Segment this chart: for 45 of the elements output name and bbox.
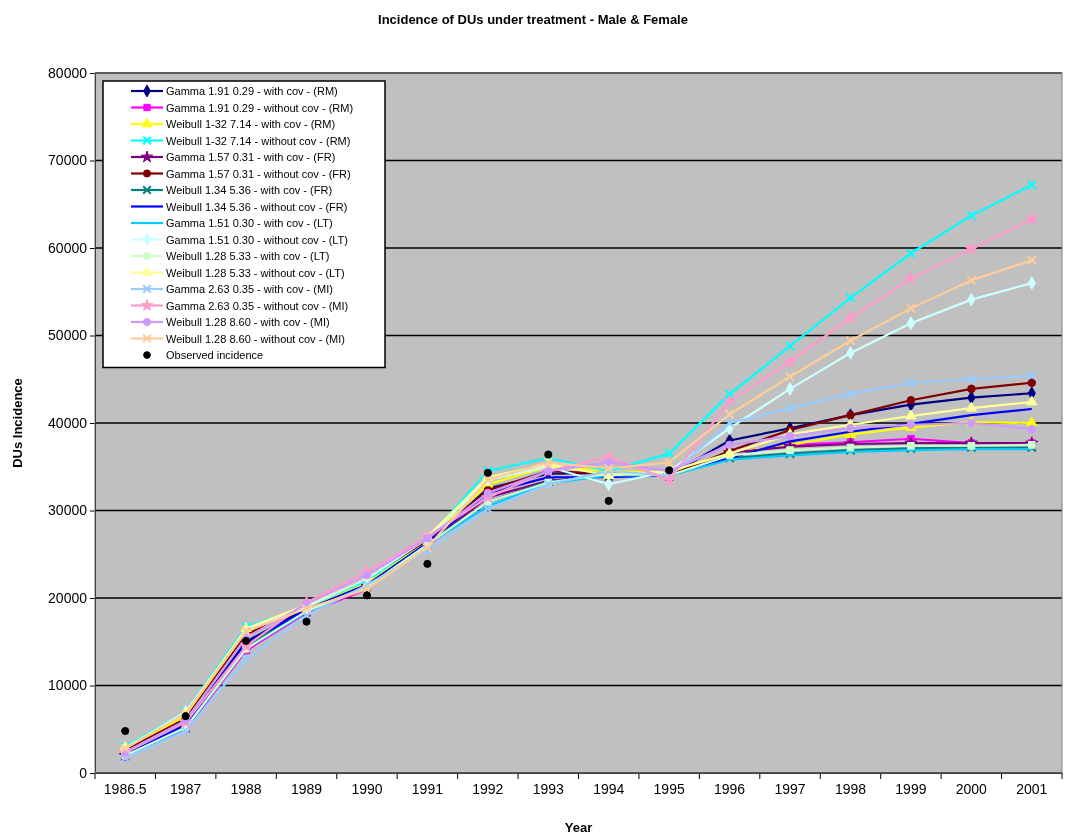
legend-label: Gamma 1.57 0.31 - with cov - (FR): [166, 151, 336, 163]
legend-label: Gamma 1.91 0.29 - with cov - (RM): [166, 85, 338, 97]
legend-label: Gamma 2.63 0.35 - with cov - (MI): [166, 283, 333, 295]
x-tick-label: 1987: [170, 781, 202, 798]
x-tick-label: 1991: [411, 781, 444, 798]
y-tick-label: 0: [79, 764, 88, 781]
x-tick-label: 1990: [351, 781, 383, 798]
legend-label: Weibull 1-32 7.14 - with cov - (RM): [166, 118, 336, 130]
x-tick-label: 1998: [834, 781, 867, 798]
x-axis-title: Year: [564, 820, 593, 835]
y-tick-label: 70000: [48, 152, 88, 169]
legend-label: Weibull 1.34 5.36 - without cov - (FR): [166, 200, 348, 213]
y-tick-label: 60000: [48, 239, 88, 256]
x-tick-label: 1993: [532, 781, 565, 798]
legend-label: Weibull 1.28 8.60 - without cov - (MI): [166, 332, 345, 345]
y-tick-label: 80000: [48, 64, 88, 81]
legend-label: Weibull 1.34 5.36 - with cov - (FR): [166, 184, 333, 196]
x-tick-label: 1996: [714, 781, 746, 798]
x-tick-label: 1988: [230, 781, 262, 798]
legend-label: Gamma 1.57 0.31 - without cov - (FR): [166, 167, 351, 180]
legend-label: Weibull 1.28 8.60 - with cov - (MI): [166, 316, 330, 328]
chart-title: Incidence of DUs under treatment - Male & Female: [378, 12, 688, 27]
x-tick-label: 2000: [955, 781, 988, 798]
y-tick-label: 20000: [48, 589, 88, 606]
x-tick-label: 1997: [774, 781, 806, 798]
x-tick-label: 2001: [1016, 781, 1048, 798]
x-tick-label: 1999: [895, 781, 927, 798]
y-tick-label: 10000: [48, 677, 88, 694]
x-tick-label: 1992: [472, 781, 504, 798]
legend-label: Gamma 1.91 0.29 - without cov - (RM): [166, 101, 354, 114]
legend-label: Weibull 1.28 5.33 - without cov - (LT): [166, 266, 345, 279]
y-tick-label: 40000: [48, 414, 88, 431]
legend-label: Weibull 1-32 7.14 - without cov - (RM): [166, 134, 351, 147]
legend-label: Gamma 1.51 0.30 - without cov - (LT): [166, 233, 348, 246]
y-tick-label: 50000: [48, 327, 88, 344]
x-tick-label: 1989: [290, 781, 323, 798]
legend-label: Gamma 1.51 0.30 - with cov - (LT): [166, 217, 333, 229]
x-tick-label: 1994: [593, 781, 625, 798]
legend-label: Weibull 1.28 5.33 - with cov - (LT): [166, 250, 330, 262]
legend-label: Gamma 2.63 0.35 - without cov - (MI): [166, 299, 349, 312]
x-tick-label: 1986.5: [103, 781, 147, 798]
y-tick-label: 30000: [48, 502, 88, 519]
y-axis-title: DUs Incidence: [10, 378, 25, 468]
x-tick-label: 1995: [653, 781, 685, 798]
legend-label: Observed incidence: [166, 349, 264, 361]
